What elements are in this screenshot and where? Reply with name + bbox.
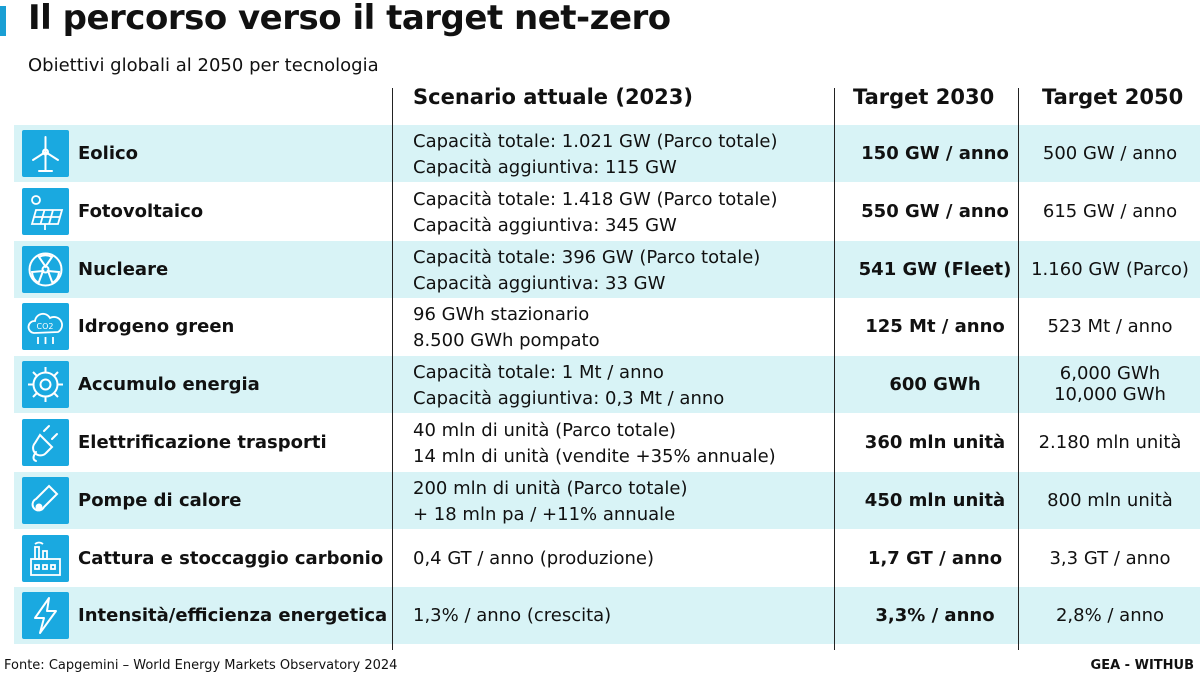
row-label: Idrogeno green (78, 316, 235, 338)
table-row: Cattura e stoccaggio carbonio 0,4 GT / an… (14, 530, 1200, 587)
target-2050-line: 6,000 GWh (1059, 363, 1161, 385)
target-2050-line: 500 GW / anno (1042, 143, 1178, 164)
scenario-line: Capacità aggiuntiva: 345 GW (413, 214, 677, 236)
scenario-line: Capacità aggiuntiva: 33 GW (413, 272, 666, 294)
target-2030-cell: 550 GW / anno (861, 200, 1009, 222)
thermometer-icon (22, 476, 69, 524)
table-row: CO2 Idrogeno green 96 GWh stazionario 8.500… (14, 298, 1200, 355)
scenario-cell: Capacità totale: 396 GW (Parco totale) Ca… (413, 245, 760, 297)
ev-plug-icon (22, 419, 69, 466)
target-2050-line: 615 GW / anno (1042, 200, 1178, 222)
scenario-line: + 18 mln pa / +11% annuale (413, 503, 676, 525)
row-label: Fotovoltaico (78, 200, 204, 222)
target-2030-cell: 541 GW (Fleet) (858, 258, 1012, 280)
target-2030-cell: 600 GWh (889, 374, 981, 396)
table-row: Elettrificazione trasporti 40 mln di unit… (14, 414, 1200, 471)
hydrogen-cloud-icon: CO2 (22, 303, 69, 351)
column-header-scenario: Scenario attuale (2023) (413, 85, 693, 109)
scenario-line: 200 mln di unità (Parco totale) (413, 477, 688, 499)
nuclear-icon (22, 245, 69, 293)
row-label: Cattura e stoccaggio carbonio (78, 547, 384, 569)
table-row: Accumulo energia Capacità totale: 1 Mt / … (14, 356, 1200, 414)
scenario-line: Capacità totale: 396 GW (Parco totale) (413, 246, 761, 268)
table-row: Pompe di calore 200 mln di unità (Parco t… (14, 471, 1200, 529)
target-2030-cell: 150 GW / anno (861, 143, 1009, 164)
scenario-cell: 200 mln di unità (Parco totale) + 18 mln … (413, 476, 688, 528)
target-2050-cell: 3,3 GT / anno (1020, 530, 1200, 587)
row-label: Nucleare (78, 258, 169, 280)
svg-text:CO2: CO2 (37, 322, 54, 331)
target-2050-cell: 2,8% / anno (1020, 587, 1200, 644)
target-2050-cell: 500 GW / anno (1020, 125, 1200, 182)
target-2050-cell: 523 Mt / anno (1020, 298, 1200, 355)
scenario-line: 1,3% / anno (crescita) (413, 605, 612, 627)
column-divider (1018, 88, 1019, 650)
target-2030-cell: 450 mln unità (864, 489, 1006, 511)
credit-label: GEA - WITHUB (1090, 658, 1194, 673)
column-header-target-2030: Target 2030 (853, 85, 995, 109)
table-row: Eolico Capacità totale: 1.021 GW (Parco t… (14, 125, 1200, 182)
scenario-cell: Capacità totale: 1 Mt / anno Capacità agg… (413, 360, 724, 412)
scenario-cell: 40 mln di unità (Parco totale) 14 mln di … (413, 418, 776, 470)
target-2050-line: 1.160 GW (Parco) (1031, 258, 1189, 280)
scenario-line: Capacità totale: 1.021 GW (Parco totale) (413, 131, 778, 152)
target-2050-line: 523 Mt / anno (1047, 316, 1173, 338)
table-row: Intensità/efficienza energetica 1,3% / an… (14, 587, 1200, 645)
target-2050-line: 10,000 GWh (1054, 384, 1166, 406)
factory-icon (22, 534, 69, 582)
target-2030-cell: 360 mln unità (864, 432, 1006, 453)
scenario-cell: 1,3% / anno (crescita) (413, 587, 611, 644)
target-2050-line: 2.180 mln unità (1038, 432, 1182, 453)
scenario-line: 96 GWh stazionario (413, 304, 590, 326)
row-label: Elettrificazione trasporti (78, 432, 327, 453)
column-divider (834, 88, 835, 650)
target-2050-cell: 6,000 GWh 10,000 GWh (1020, 363, 1200, 407)
target-2050-line: 2,8% / anno (1055, 605, 1165, 627)
page-subtitle: Obiettivi globali al 2050 per tecnologia (28, 55, 379, 76)
scenario-line: 0,4 GT / anno (produzione) (413, 547, 655, 569)
title-accent-bar (0, 6, 6, 36)
row-label: Eolico (78, 143, 139, 164)
column-divider (392, 88, 393, 650)
column-header-target-2050: Target 2050 (1042, 85, 1184, 109)
scenario-cell: Capacità totale: 1.418 GW (Parco totale)… (413, 187, 778, 239)
energy-storage-gear-icon (22, 361, 69, 409)
row-label: Accumulo energia (78, 374, 260, 396)
target-2030-cell: 1,7 GT / anno (867, 547, 1003, 569)
target-2030-cell: 125 Mt / anno (865, 316, 1005, 338)
scenario-line: Capacità totale: 1 Mt / anno (413, 362, 664, 384)
scenario-line: 40 mln di unità (Parco totale) (413, 420, 677, 441)
scenario-cell: 96 GWh stazionario 8.500 GWh pompato (413, 302, 600, 354)
row-label: Intensità/efficienza energetica (78, 605, 388, 627)
row-label: Pompe di calore (78, 489, 242, 511)
scenario-line: Capacità totale: 1.418 GW (Parco totale) (413, 188, 778, 210)
target-2050-cell: 1.160 GW (Parco) (1020, 241, 1200, 298)
target-2050-line: 800 mln unità (1047, 489, 1173, 511)
scenario-cell: Capacità totale: 1.021 GW (Parco totale)… (413, 129, 778, 181)
solar-panel-icon (22, 187, 69, 235)
page-title: Il percorso verso il target net-zero (28, 0, 671, 38)
target-2050-cell: 615 GW / anno (1020, 183, 1200, 240)
lightning-bolt-icon (22, 592, 69, 640)
target-2050-line: 3,3 GT / anno (1049, 547, 1171, 569)
scenario-line: 14 mln di unità (vendite +35% annuale) (413, 446, 776, 467)
table-row: Fotovoltaico Capacità totale: 1.418 GW (P… (14, 183, 1200, 240)
wind-turbine-icon (22, 130, 69, 177)
scenario-line: Capacità aggiuntiva: 0,3 Mt / anno (413, 388, 725, 410)
target-2050-cell: 2.180 mln unità (1020, 414, 1200, 471)
table-row: Nucleare Capacità totale: 396 GW (Parco t… (14, 240, 1200, 298)
source-note: Fonte: Capgemini – World Energy Markets … (4, 658, 398, 673)
scenario-cell: 0,4 GT / anno (produzione) (413, 530, 654, 587)
target-2030-cell: 3,3% / anno (875, 605, 995, 627)
scenario-line: Capacità aggiuntiva: 115 GW (413, 157, 677, 178)
target-2050-cell: 800 mln unità (1020, 472, 1200, 529)
scenario-line: 8.500 GWh pompato (413, 330, 600, 352)
